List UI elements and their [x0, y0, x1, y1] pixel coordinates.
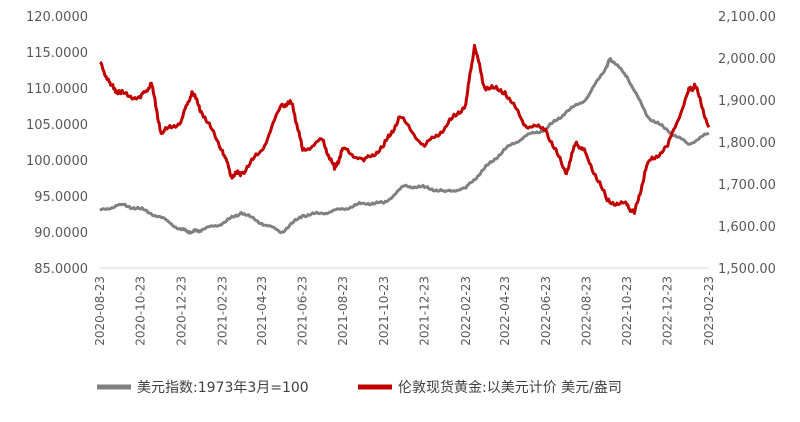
- x-tick-label: 2020-10-23: [134, 276, 148, 346]
- x-tick-label: 2020-12-23: [174, 276, 188, 346]
- right-tick-label: 1,900.00: [718, 94, 776, 109]
- right-y-axis: 1,500.00 1,600.00 1,700.00 1,800.00 1,900.00…: [718, 10, 776, 277]
- left-tick-label: 85.0000: [34, 262, 88, 277]
- left-tick-label: 95.0000: [34, 190, 88, 205]
- left-y-axis: 85.0000 90.0000 95.0000 100.0000 105.0000 110…: [26, 10, 88, 277]
- series-layer: [99, 43, 711, 235]
- right-tick-label: 1,600.00: [718, 220, 776, 235]
- right-tick-label: 2,000.00: [718, 52, 776, 67]
- x-axis: 2020-08-23 2020-10-23 2020-12-23 2021-02-23…: [93, 267, 716, 346]
- right-tick-label: 1,800.00: [718, 136, 776, 151]
- x-tick-label: 2022-04-23: [498, 276, 512, 346]
- legend-label-gold-price: 伦敦现货黄金:以美元计价 美元/盎司: [398, 379, 622, 396]
- x-tick-label: 2023-02-23: [702, 276, 716, 346]
- x-tick-label: 2021-12-23: [417, 276, 431, 346]
- x-tick-label: 2020-08-23: [93, 276, 107, 346]
- x-tick-label: 2022-12-23: [661, 276, 675, 346]
- legend-label-dollar-index: 美元指数:1973年3月=100: [137, 380, 309, 396]
- right-tick-label: 1,500.00: [718, 262, 776, 277]
- x-tick-label: 2022-06-23: [539, 276, 553, 346]
- left-tick-label: 100.0000: [26, 154, 88, 169]
- series-line-dollar-index: [99, 57, 710, 235]
- x-tick-label: 2022-08-23: [579, 276, 593, 346]
- left-tick-label: 110.0000: [26, 82, 88, 97]
- x-tick-label: 2021-04-23: [255, 276, 269, 346]
- left-tick-label: 90.0000: [34, 226, 88, 241]
- x-tick-label: 2022-10-23: [620, 276, 634, 346]
- right-tick-label: 1,700.00: [718, 178, 776, 193]
- legend: 美元指数:1973年3月=100 伦敦现货黄金:以美元计价 美元/盎司: [97, 379, 622, 396]
- right-tick-label: 2,100.00: [718, 10, 776, 25]
- x-tick-label: 2021-08-23: [336, 276, 350, 346]
- left-tick-label: 120.0000: [26, 10, 88, 25]
- x-tick-label: 2021-10-23: [377, 276, 391, 346]
- x-tick-label: 2022-02-23: [459, 276, 473, 346]
- left-tick-label: 115.0000: [26, 46, 88, 61]
- x-tick-label: 2021-02-23: [216, 276, 230, 346]
- series-line-gold-price: [99, 43, 711, 215]
- left-tick-label: 105.0000: [26, 118, 88, 133]
- x-tick-label: 2021-06-23: [296, 276, 310, 346]
